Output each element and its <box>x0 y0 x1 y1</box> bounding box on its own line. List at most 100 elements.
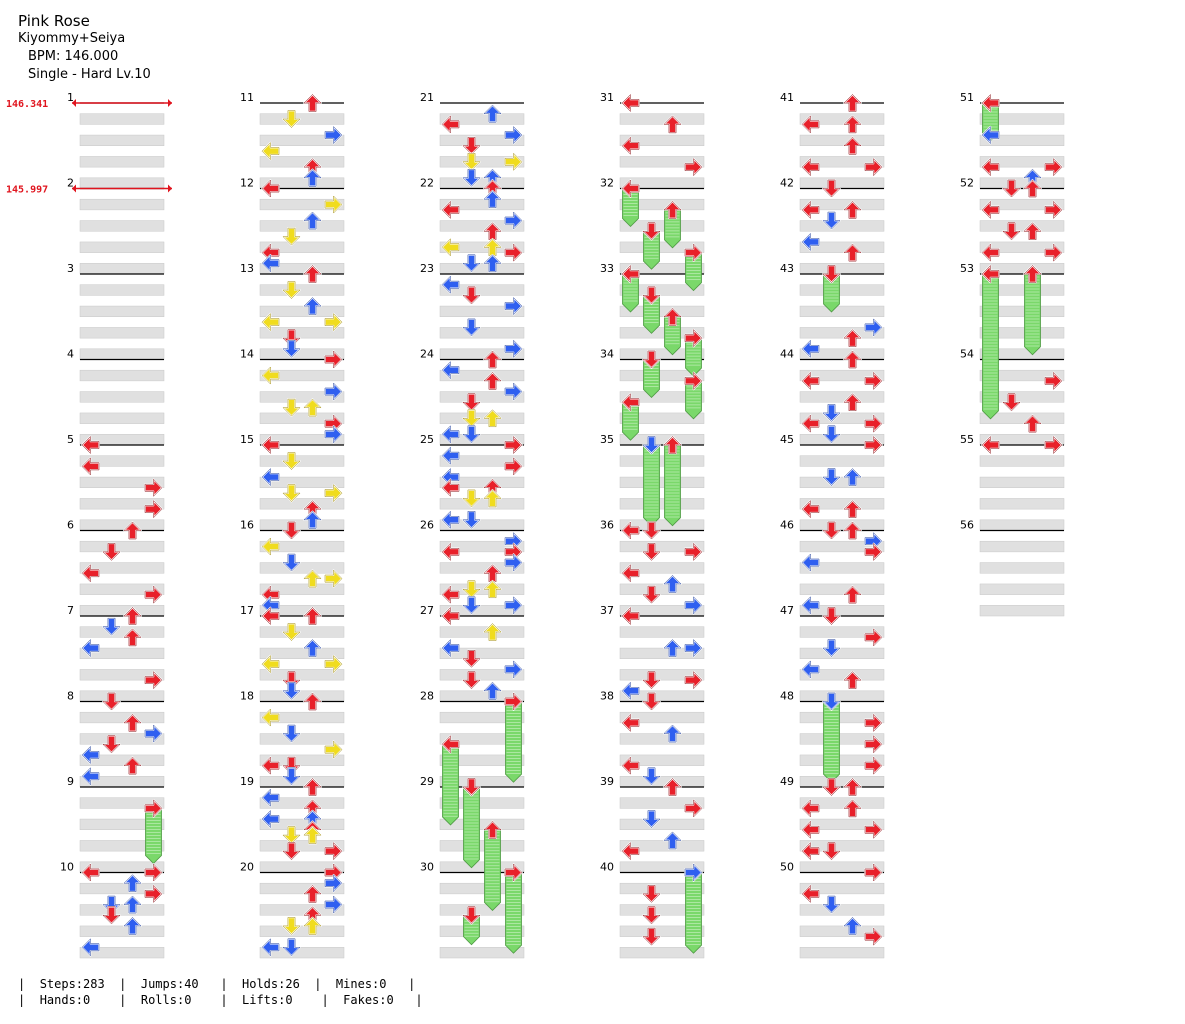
beat-band <box>259 626 345 638</box>
beat-band <box>79 263 165 275</box>
measure-number: 14 <box>240 348 254 361</box>
arrow-outline <box>843 500 862 518</box>
arrow-outline <box>441 511 460 529</box>
arrow-outline <box>483 372 502 390</box>
arrow-outline <box>642 810 661 828</box>
arrow-outline <box>483 821 502 839</box>
arrow-outline <box>843 778 862 796</box>
arrow-outline <box>261 810 280 828</box>
arrow-outline <box>621 607 640 625</box>
beat-band <box>799 134 885 146</box>
arrow-outline <box>282 671 301 689</box>
beat-band <box>79 369 165 382</box>
arrow-outline <box>462 596 481 615</box>
beat-band <box>979 156 1065 168</box>
arrow-outline <box>684 543 703 561</box>
arrow-outline <box>483 254 502 273</box>
beat-band <box>799 476 885 488</box>
beat-band <box>619 925 705 937</box>
arrow-outline <box>324 313 343 331</box>
arrow-outline <box>441 425 460 444</box>
arrow-outline <box>504 297 523 315</box>
measure-number: 42 <box>780 177 794 190</box>
arrow-outline <box>504 436 523 454</box>
beat-band <box>439 647 525 659</box>
measure-number: 29 <box>420 775 434 788</box>
bpm-tick-left <box>72 184 76 193</box>
arrow-outline <box>504 660 523 679</box>
arrow-outline <box>822 404 841 422</box>
hold-body <box>505 872 522 954</box>
beat-band <box>799 369 885 382</box>
beat-band <box>979 412 1065 424</box>
beat-band <box>439 263 525 275</box>
beat-band <box>799 327 885 339</box>
arrow-outline <box>822 895 841 914</box>
arrow-outline <box>801 372 820 390</box>
arrow-outline <box>642 436 661 454</box>
beat-band <box>439 540 525 553</box>
beat-band <box>799 754 885 766</box>
arrow-outline <box>1044 436 1063 454</box>
arrow-outline <box>441 639 460 657</box>
arrow-outline <box>324 740 343 759</box>
beat-band <box>979 369 1065 382</box>
arrow-outline <box>822 468 841 486</box>
arrow-outline <box>663 201 682 219</box>
beat-band <box>259 583 345 595</box>
beat-band <box>799 241 885 253</box>
arrow-outline <box>843 329 862 347</box>
beat-band <box>79 113 165 125</box>
arrow-outline <box>504 596 523 615</box>
beat-band <box>259 156 345 168</box>
arrow-outline <box>261 142 280 160</box>
arrow-outline <box>282 826 301 844</box>
beat-band <box>79 348 165 360</box>
beat-band <box>619 113 705 125</box>
beat-band <box>439 305 525 317</box>
arrow-outline <box>282 281 301 299</box>
arrow-outline <box>303 885 322 903</box>
beat-band <box>619 562 705 574</box>
arrow-outline <box>282 623 301 641</box>
song-header: Pink Rose Kiyommy+Seiya BPM: 146.000 Sin… <box>18 12 151 84</box>
arrow-outline <box>303 569 322 588</box>
beat-band <box>79 412 165 424</box>
beat-band <box>259 540 345 553</box>
hold-body <box>643 294 660 334</box>
beat-band <box>79 220 165 232</box>
arrow-outline <box>282 938 301 957</box>
hold-body <box>505 701 522 783</box>
beat-band <box>979 540 1065 553</box>
arrow-outline <box>843 137 862 155</box>
measure-number: 47 <box>780 604 794 617</box>
song-difficulty: Single - Hard Lv.10 <box>28 67 151 82</box>
arrow-outline <box>822 607 841 625</box>
arrow-outline <box>81 564 100 582</box>
measure-number: 16 <box>240 519 254 532</box>
beat-band <box>619 947 705 959</box>
arrow-outline <box>144 863 163 882</box>
beat-band <box>799 391 885 403</box>
beat-band <box>79 754 165 766</box>
measure-number: 48 <box>780 690 794 703</box>
beat-band <box>799 840 885 852</box>
beat-band <box>439 498 525 510</box>
arrow-outline <box>303 826 322 844</box>
arrow-outline <box>822 521 841 540</box>
measure-number: 18 <box>240 690 254 703</box>
beat-band <box>439 818 525 830</box>
beat-band <box>799 498 885 510</box>
arrow-outline <box>663 724 682 743</box>
arrow-outline <box>822 692 841 711</box>
arrow-outline <box>102 906 121 924</box>
arrow-outline <box>324 484 343 502</box>
measure-number: 23 <box>420 262 434 275</box>
beat-band <box>619 412 705 424</box>
beat-band <box>619 369 705 382</box>
arrow-outline <box>843 350 862 369</box>
bpm-tick-left <box>72 99 76 107</box>
arrow-outline <box>1023 414 1042 433</box>
arrow-outline <box>441 275 460 294</box>
beat-band <box>619 134 705 146</box>
